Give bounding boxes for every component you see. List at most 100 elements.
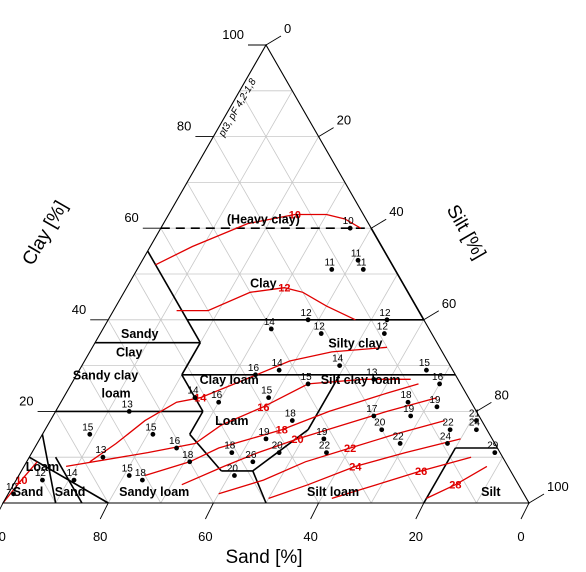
grid-line-sand: [239, 90, 477, 504]
data-point-label: 16: [432, 372, 444, 383]
sand-tick-label: 40: [303, 529, 317, 544]
region-label: Clay: [250, 277, 276, 291]
data-point: [174, 445, 179, 451]
data-point: [11, 491, 16, 497]
data-point-label: 18: [182, 450, 194, 461]
clay-tick-label: 20: [19, 393, 33, 408]
data-point-label: 22: [393, 431, 405, 442]
data-point: [40, 477, 45, 483]
class-boundary-line: [189, 411, 204, 435]
clay-tick-label: 40: [72, 302, 86, 317]
silt-tick-mark: [528, 493, 545, 504]
data-point-label: 15: [301, 372, 313, 383]
data-point: [289, 418, 295, 423]
data-point: [371, 413, 377, 419]
silt-tick-mark: [318, 127, 334, 137]
data-point: [492, 450, 498, 456]
grid-line-silt: [476, 457, 504, 504]
data-point-label: 12: [35, 468, 47, 479]
sand-tick-mark: [520, 502, 530, 520]
data-point: [355, 257, 361, 263]
data-point: [424, 367, 429, 373]
data-point: [126, 473, 132, 478]
data-point-label: 19: [316, 427, 328, 438]
data-point: [305, 317, 311, 323]
class-boundary-line: [147, 250, 201, 344]
sand-axis-title: Sand [%]: [225, 547, 302, 568]
isoline: [2, 461, 38, 504]
isoline: [331, 456, 472, 500]
data-point: [276, 450, 282, 456]
isoline-label: 16: [257, 402, 269, 414]
data-point: [187, 459, 193, 465]
isoline: [144, 383, 419, 477]
data-point: [321, 436, 327, 442]
isoline-label: 12: [278, 283, 290, 295]
isoline-label: 22: [344, 443, 356, 455]
region-label: Sand: [13, 485, 44, 499]
class-boundary-line: [423, 447, 457, 504]
data-point: [253, 372, 258, 378]
region-label: (Heavy clay): [227, 213, 300, 227]
silt-tick-label: 60: [442, 296, 456, 311]
data-point: [397, 441, 403, 446]
data-point-label: 16: [248, 363, 260, 374]
data-point: [360, 267, 366, 272]
sand-tick-mark: [204, 502, 214, 520]
data-point-label: 20: [227, 464, 239, 475]
region-label: Clay loam: [200, 373, 259, 387]
data-point: [324, 450, 329, 456]
isoline: [89, 346, 388, 463]
region-label: Sand: [55, 485, 86, 499]
data-point-label: 18: [135, 468, 147, 479]
silt-tick-label: 40: [389, 204, 403, 219]
data-point: [216, 399, 222, 405]
class-boundary-line: [181, 374, 204, 412]
silt-tick-label: 80: [494, 387, 508, 402]
data-point-label: 18: [285, 409, 297, 420]
isoline: [155, 213, 362, 266]
data-point-label: 12: [314, 322, 326, 333]
isoline-label: 10: [289, 209, 301, 221]
clay-axis-title: Clay [%]: [18, 197, 72, 269]
class-boundary-line: [252, 470, 267, 504]
isoline: [426, 465, 488, 499]
data-point: [337, 363, 343, 368]
sand-tick-mark: [0, 502, 4, 511]
silt-tick-label: 100: [547, 479, 569, 494]
class-boundary-line: [181, 342, 201, 376]
data-point: [379, 427, 385, 433]
class-boundary-line: [307, 374, 341, 431]
data-point: [100, 454, 106, 460]
data-point-label: 14: [264, 317, 276, 328]
isoline: [65, 378, 411, 468]
silt-axis-title: Silt [%]: [442, 201, 490, 263]
region-label: Clay: [116, 345, 142, 359]
sand-tick-label: 60: [198, 529, 212, 544]
region-labels: (Heavy clay) Clay Sandy Clay Silty clay Sandy…: [13, 213, 502, 500]
sand-tick-mark: [99, 502, 109, 520]
data-point-label: 13: [122, 399, 134, 410]
data-point: [384, 317, 390, 323]
class-boundary-line: [28, 456, 109, 504]
data-point: [268, 326, 274, 332]
data-point: [445, 441, 450, 446]
grid-line-sand: [55, 411, 109, 504]
class-boundary-line: [189, 433, 222, 472]
silt-tick-mark: [476, 402, 492, 412]
sand-tick-label: 80: [93, 529, 107, 544]
silt-tick-mark: [370, 218, 387, 229]
data-point: [232, 473, 237, 478]
clay-tick-label: 100: [222, 27, 244, 42]
data-point: [250, 459, 256, 465]
data-point: [150, 431, 156, 437]
data-point-label: 14: [66, 468, 78, 479]
data-point: [405, 399, 411, 405]
data-point-label: 13: [95, 445, 107, 456]
data-point: [87, 431, 93, 437]
isoline: [176, 287, 356, 321]
data-point: [318, 331, 324, 336]
isoline-label: 28: [449, 480, 461, 492]
data-point-label: 14: [272, 358, 284, 369]
